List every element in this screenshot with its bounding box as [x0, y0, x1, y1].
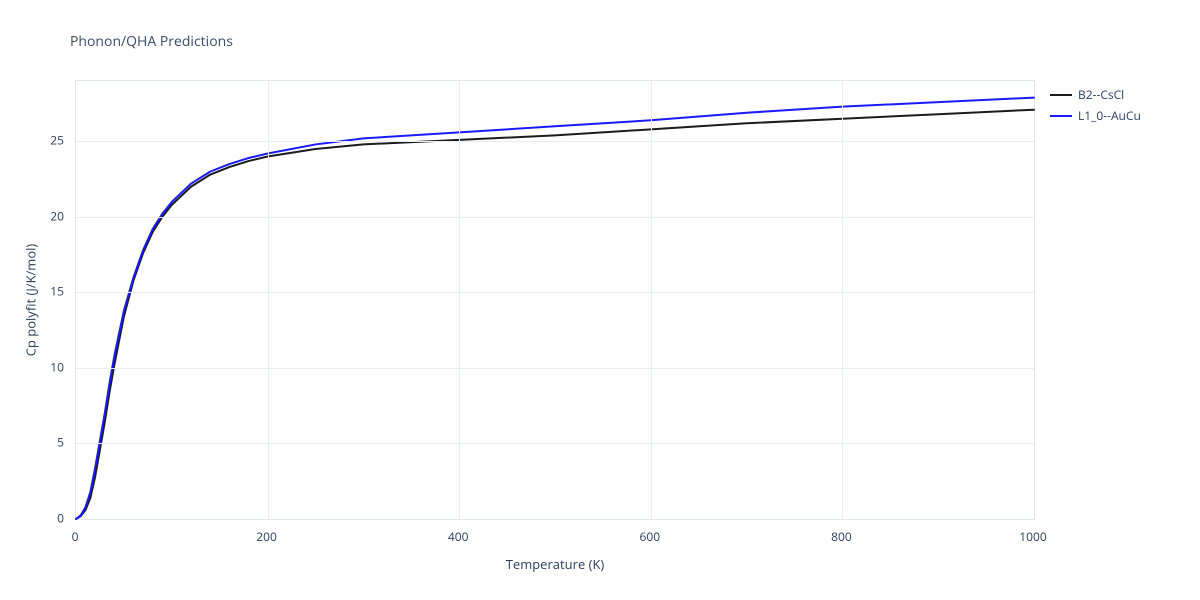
x-tick-label: 800	[831, 528, 852, 545]
gridline-horizontal	[76, 368, 1034, 369]
chart-container: Phonon/QHA Predictions Temperature (K) C…	[0, 0, 1200, 600]
chart-lines-svg	[76, 81, 1034, 519]
chart-title: Phonon/QHA Predictions	[70, 32, 233, 51]
gridline-vertical	[459, 81, 460, 519]
x-tick-label: 200	[256, 528, 277, 545]
gridline-horizontal	[76, 443, 1034, 444]
y-tick-label: 10	[50, 358, 70, 375]
x-tick-label: 1000	[1019, 528, 1046, 545]
x-tick-label: 400	[448, 528, 469, 545]
x-axis-label: Temperature (K)	[75, 555, 1035, 573]
x-tick-label: 600	[640, 528, 661, 545]
legend-swatch	[1050, 94, 1072, 96]
legend-swatch	[1050, 115, 1072, 117]
gridline-vertical	[651, 81, 652, 519]
y-tick-label: 25	[50, 132, 70, 149]
y-tick-label: 5	[57, 434, 70, 451]
y-tick-label: 15	[50, 283, 70, 300]
legend: B2--CsCl L1_0--AuCu	[1050, 86, 1141, 128]
x-tick-label: 0	[72, 528, 79, 545]
gridline-horizontal	[76, 292, 1034, 293]
legend-label: L1_0--AuCu	[1078, 107, 1141, 124]
y-tick-label: 20	[50, 207, 70, 224]
y-axis-label: Cp polyfit (J/K/mol)	[20, 80, 40, 520]
y-tick-label: 0	[57, 510, 70, 527]
series-line	[76, 98, 1034, 519]
legend-item[interactable]: L1_0--AuCu	[1050, 107, 1141, 124]
series-line	[76, 110, 1034, 519]
legend-item[interactable]: B2--CsCl	[1050, 86, 1141, 103]
y-axis-label-text: Cp polyfit (J/K/mol)	[21, 244, 39, 357]
plot-area	[75, 80, 1035, 520]
gridline-vertical	[842, 81, 843, 519]
gridline-horizontal	[76, 217, 1034, 218]
gridline-horizontal	[76, 141, 1034, 142]
legend-label: B2--CsCl	[1078, 86, 1124, 103]
gridline-vertical	[268, 81, 269, 519]
